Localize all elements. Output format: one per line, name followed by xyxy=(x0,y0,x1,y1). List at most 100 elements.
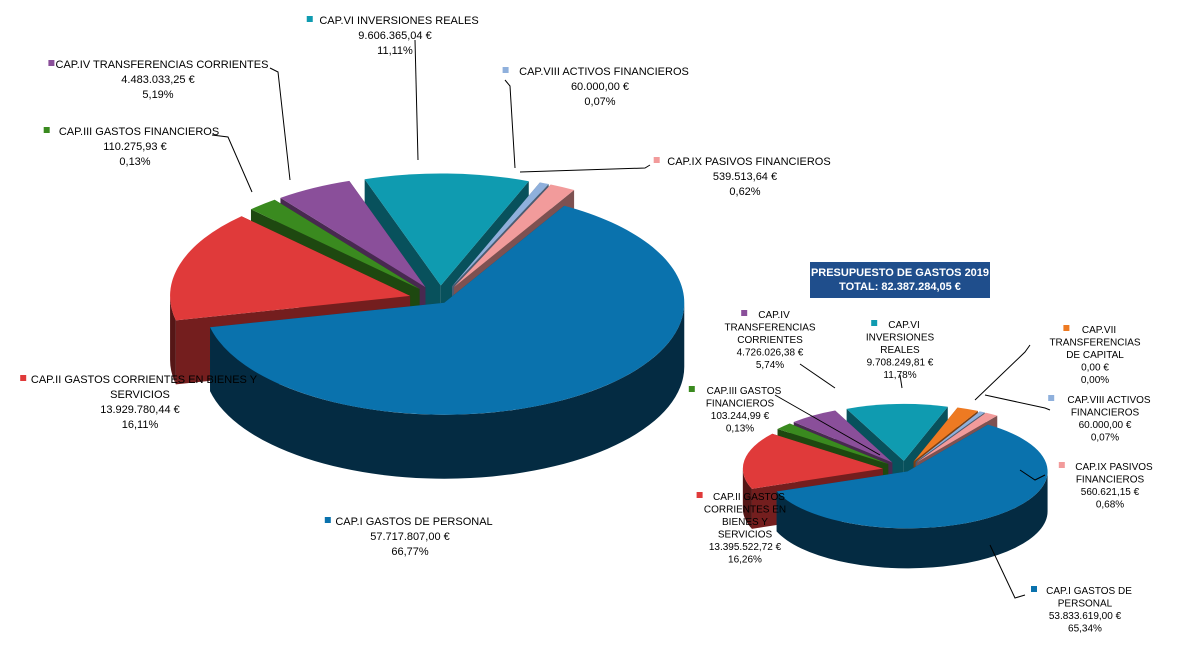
label-name: CAP.IX PASIVOS FINANCIEROS xyxy=(667,156,830,168)
pie-chart-large xyxy=(170,173,685,479)
legend-marker xyxy=(688,386,695,392)
chart-title-box: PRESUPUESTO DE GASTOS 2019 TOTAL: 82.387.… xyxy=(810,262,990,298)
pie-slice-top xyxy=(742,433,883,489)
pie-chart-small xyxy=(742,403,1048,569)
label-amount: 53.833.619,00 € xyxy=(1049,611,1122,622)
chart-total: TOTAL: 82.387.284,05 € xyxy=(839,281,961,293)
label-amount: 57.717.807,00 € xyxy=(370,531,450,543)
label-amount: 60.000,00 € xyxy=(1079,420,1132,431)
label-percent: 66,77% xyxy=(391,546,429,558)
legend-marker xyxy=(1058,462,1065,468)
leader-line xyxy=(519,164,651,173)
label-name: TRANSFERENCIAS xyxy=(724,323,815,334)
label-amount: 103.244,99 € xyxy=(711,411,770,422)
label-name: TRANSFERENCIAS xyxy=(1049,338,1140,349)
label-name: SERVICIOS xyxy=(718,530,773,541)
legend-marker xyxy=(502,67,509,73)
leader-line xyxy=(211,134,253,193)
pie-slice-top xyxy=(777,423,889,464)
legend-marker xyxy=(653,157,660,163)
pie-slice-top xyxy=(913,407,978,462)
label-name: INVERSIONES xyxy=(866,333,935,344)
leader-line xyxy=(989,544,1026,599)
label-percent: 65,34% xyxy=(1068,624,1102,635)
label-amount: 110.275,93 € xyxy=(103,141,166,153)
title-box-bg xyxy=(810,262,990,298)
label-name: SERVICIOS xyxy=(110,389,170,401)
label-percent: 16,11% xyxy=(122,419,159,431)
legend-marker xyxy=(43,127,50,133)
leader-line xyxy=(414,39,419,161)
label-cap-vi-inversiones-reales: CAP.VI INVERSIONES REALES 9.606.365,04 € 1… xyxy=(306,15,479,161)
label-percent: 0,07% xyxy=(584,96,615,108)
pie-slice-top xyxy=(364,173,529,286)
pie-slice-top xyxy=(250,199,420,289)
label-amount: 9.606.365,04 € xyxy=(358,30,431,42)
label-name: PERSONAL xyxy=(1058,599,1113,610)
pie-slice-cap-i-gastos-de-personal xyxy=(210,205,685,479)
label-percent: 0,00% xyxy=(1081,375,1109,386)
label-percent: 0,68% xyxy=(1096,500,1124,511)
label-amount: 0,00 € xyxy=(1081,363,1109,374)
leader-line xyxy=(269,67,291,181)
label-name: REALES xyxy=(880,345,920,356)
legend-marker xyxy=(324,517,331,523)
label-cap-i-gastos-de-personal: CAP.I GASTOS DE PERSONAL 57.717.807,00 € 6… xyxy=(324,516,493,558)
label-percent: 16,26% xyxy=(728,555,762,566)
leader-line xyxy=(984,394,1051,411)
label-name: CAP.IX PASIVOS xyxy=(1075,462,1153,473)
label-cap-ix-pasivos-financieros: CAP.IX PASIVOS FINANCIEROS 539.513,64 € 0,… xyxy=(519,156,831,198)
pie-slice-top xyxy=(452,182,549,287)
labels-large: CAP.I GASTOS DE PERSONAL 57.717.807,00 € 6… xyxy=(20,15,831,558)
legend-marker xyxy=(20,375,27,381)
pie-slice-top xyxy=(454,184,575,288)
pie-slice-top xyxy=(776,424,1048,529)
label-amount: 560.621,15 € xyxy=(1081,487,1140,498)
pie-slice-top xyxy=(915,411,985,462)
label-cap-viii-activos-financieros: CAP.VIII ACTIVOS FINANCIEROS 60.000,00 € 0… xyxy=(502,66,689,169)
leader-line xyxy=(504,79,516,169)
label-percent: 5,74% xyxy=(756,360,784,371)
label-name: FINANCIEROS xyxy=(1076,475,1145,486)
leader-line xyxy=(1019,469,1046,481)
label-amount: 60.000,00 € xyxy=(571,81,629,93)
label-name: CAP.I GASTOS DE xyxy=(1046,586,1132,597)
label-amount: 4.726.026,38 € xyxy=(737,348,804,359)
label-name: CAP.IV TRANSFERENCIAS CORRIENTES xyxy=(56,59,269,71)
label-name: CAP.VII xyxy=(1082,325,1116,336)
label-amount: 4.483.033,25 € xyxy=(121,74,194,86)
label-name: CAP.VI INVERSIONES REALES xyxy=(319,15,478,27)
label-name: CAP.VI xyxy=(888,320,920,331)
legend-marker xyxy=(1063,325,1070,331)
label-amount: 13.395.522,72 € xyxy=(709,542,782,553)
label-amount: 9.708.249,81 € xyxy=(867,358,934,369)
legend-marker xyxy=(306,16,313,22)
label-name: CORRIENTES xyxy=(737,335,803,346)
pie-slice-top xyxy=(793,410,893,463)
legend-marker xyxy=(48,60,55,66)
label-name: CAP.I GASTOS DE PERSONAL xyxy=(335,516,492,528)
chart-title: PRESUPUESTO DE GASTOS 2019 xyxy=(811,267,989,279)
label-name: FINANCIEROS xyxy=(1071,408,1140,419)
pie-slice-top xyxy=(916,412,998,463)
label-name: CORRIENTES EN xyxy=(704,505,786,516)
label-name: CAP.II GASTOS CORRIENTES EN BIENES Y xyxy=(31,374,258,386)
label-percent: 0,13% xyxy=(726,424,754,435)
pie-slice-top xyxy=(170,216,411,321)
legend-marker xyxy=(741,310,748,316)
pie-slice-top xyxy=(846,403,948,461)
leader-line xyxy=(974,344,1031,401)
label-name: CAP.IV xyxy=(758,310,790,321)
label-amount: 13.929.780,44 € xyxy=(100,404,180,416)
pie-slice-top xyxy=(280,180,426,288)
label-name: DE CAPITAL xyxy=(1066,350,1124,361)
label-name: CAP.III GASTOS FINANCIEROS xyxy=(59,126,219,138)
